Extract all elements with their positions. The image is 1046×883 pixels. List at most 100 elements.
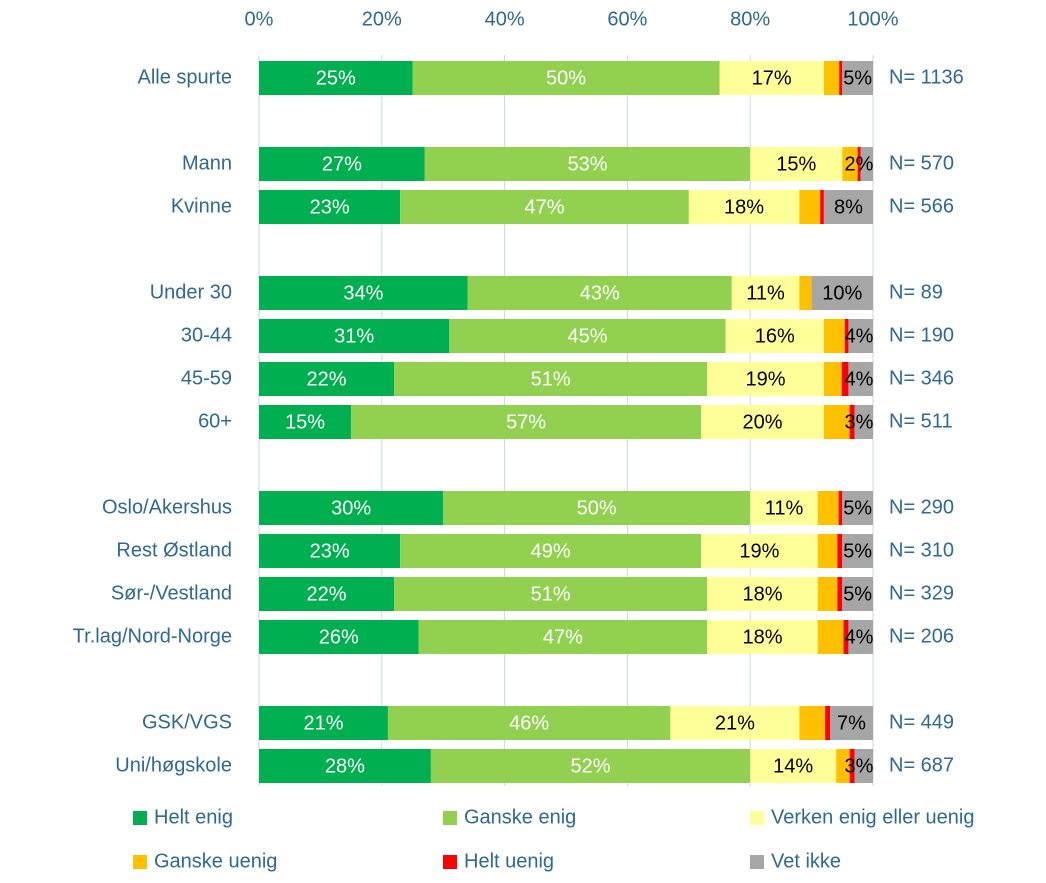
bar-segment <box>259 706 388 740</box>
n-label: N= 290 <box>889 496 954 518</box>
n-label: N= 190 <box>889 324 954 346</box>
legend-label: Helt enig <box>154 806 233 828</box>
value-label: 7% <box>837 712 866 734</box>
value-label: 20% <box>742 411 782 433</box>
value-label: 3% <box>845 411 874 433</box>
bar-segment <box>688 190 800 224</box>
value-label: 16% <box>755 325 795 347</box>
n-label: N= 449 <box>889 711 954 733</box>
bar-segment <box>854 749 873 783</box>
bar-segment <box>799 190 821 224</box>
bar-segment <box>259 362 395 396</box>
category-label: Under 30 <box>150 281 232 303</box>
bar-segment <box>860 147 873 181</box>
category-label: 45-59 <box>181 367 232 389</box>
bar-segment <box>449 319 726 353</box>
value-label: 23% <box>310 540 350 562</box>
value-label: 47% <box>524 196 564 218</box>
bar-segment <box>837 577 843 611</box>
value-label: 43% <box>580 282 620 304</box>
bar-segment <box>701 534 818 568</box>
bar-segment <box>823 190 873 224</box>
value-label: 4% <box>845 368 874 390</box>
n-label: N= 346 <box>889 367 954 389</box>
value-label: 2% <box>845 153 874 175</box>
bar-segment <box>823 61 840 95</box>
bar-segment <box>817 491 839 525</box>
bar-segment <box>842 491 873 525</box>
x-tick-label: 40% <box>485 8 525 30</box>
bar-segment <box>842 577 873 611</box>
bar-segment <box>259 61 413 95</box>
bar-segment <box>259 319 450 353</box>
value-label: 19% <box>739 540 779 562</box>
n-label: N= 1136 <box>889 66 964 88</box>
legend-swatch <box>443 855 457 869</box>
value-label: 23% <box>310 196 350 218</box>
bar-segment <box>259 190 401 224</box>
category-label: GSK/VGS <box>142 711 232 733</box>
bar-segment <box>848 319 873 353</box>
value-label: 47% <box>543 626 583 648</box>
value-label: 22% <box>307 368 347 390</box>
bar-segment <box>817 620 844 654</box>
bar-segment <box>259 405 352 439</box>
bar-segment <box>836 749 850 783</box>
bar-segment <box>823 362 842 396</box>
n-label: N= 206 <box>889 625 954 647</box>
value-label: 22% <box>307 583 347 605</box>
value-label: 21% <box>303 712 343 734</box>
value-label: 50% <box>577 497 617 519</box>
n-label: N= 511 <box>889 410 953 432</box>
bar-segment <box>394 362 708 396</box>
bar-segment <box>707 362 824 396</box>
value-label: 46% <box>509 712 549 734</box>
bar-segment <box>841 362 849 396</box>
legend-swatch <box>750 855 764 869</box>
bar-segment <box>259 577 395 611</box>
bar-segment <box>849 749 855 783</box>
bar-segment <box>707 577 818 611</box>
value-label: 8% <box>834 196 863 218</box>
category-label: Oslo/Akershus <box>102 496 232 518</box>
value-label: 18% <box>742 626 782 648</box>
value-label: 27% <box>322 153 362 175</box>
bar-segment <box>707 620 818 654</box>
bar-segment <box>259 620 419 654</box>
bar-segment <box>387 706 671 740</box>
bar-segment <box>731 276 800 310</box>
value-label: 57% <box>506 411 546 433</box>
value-label: 34% <box>343 282 383 304</box>
bar-segment <box>400 534 702 568</box>
bar-segment <box>823 405 850 439</box>
bar-segment <box>424 147 751 181</box>
bar-segment <box>725 319 824 353</box>
legend-label: Vet ikke <box>771 850 841 872</box>
bar-segment <box>719 61 824 95</box>
bar-segment <box>394 577 708 611</box>
bar-segment <box>842 534 873 568</box>
value-label: 11% <box>746 282 785 304</box>
bar-segment <box>443 491 751 525</box>
bar-segment <box>701 405 824 439</box>
bar-segment <box>670 706 800 740</box>
legend-label: Verken enig eller uenig <box>771 806 974 828</box>
value-label: 21% <box>715 712 755 734</box>
bar-segment <box>817 577 838 611</box>
value-label: 18% <box>724 196 764 218</box>
value-label: 5% <box>843 67 872 89</box>
legend-label: Ganske uenig <box>154 850 277 872</box>
x-tick-label: 60% <box>607 8 647 30</box>
bar-segment <box>400 190 689 224</box>
legend-label: Ganske enig <box>464 806 576 828</box>
value-label: 3% <box>845 755 874 777</box>
n-label: N= 310 <box>889 539 954 561</box>
category-label: 60+ <box>198 410 232 432</box>
category-label: Rest Østland <box>116 539 232 561</box>
bar-segment <box>839 61 843 95</box>
bar-segment <box>830 706 873 740</box>
x-tick-label: 100% <box>847 8 898 30</box>
value-label: 15% <box>776 153 816 175</box>
category-label: Kvinne <box>171 195 232 217</box>
